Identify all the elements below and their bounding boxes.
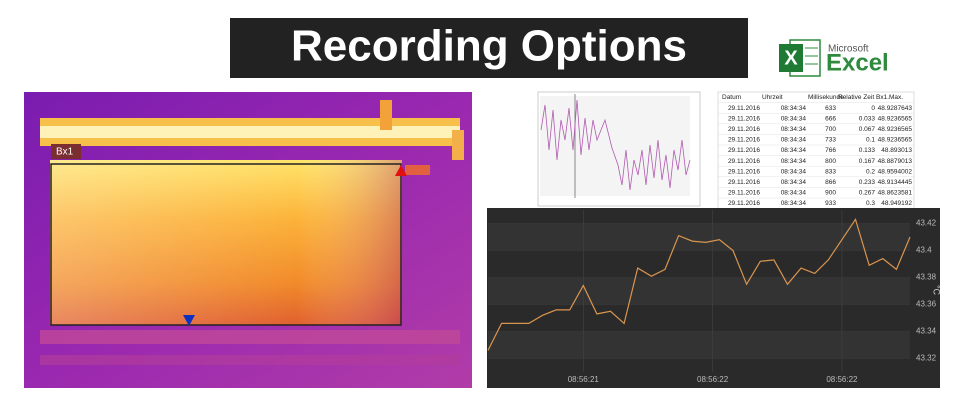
cell: 48.949192 — [881, 200, 912, 207]
cell: 48.9236565 — [878, 115, 913, 122]
preview-chart — [537, 91, 701, 207]
cell: 0.1 — [866, 137, 875, 144]
cell: 48.9287643 — [878, 105, 913, 112]
cell: 48.8879013 — [878, 158, 913, 165]
cell: 08:34:34 — [781, 190, 807, 197]
cell: 700 — [825, 126, 836, 133]
cell: 48.893013 — [881, 147, 912, 154]
y-tick-label: 43.4 — [916, 246, 932, 255]
y-tick-label: 43.32 — [916, 354, 937, 363]
cell: 0.2 — [866, 168, 875, 175]
excel-logo: X Microsoft Excel — [779, 39, 889, 77]
cell: 29.11.2016 — [728, 158, 760, 165]
cell: 29.11.2016 — [728, 137, 760, 144]
cell: 29.11.2016 — [728, 200, 760, 207]
box-label: Bx1 — [56, 147, 74, 158]
cell: 733 — [825, 137, 836, 144]
cell: 29.11.2016 — [728, 190, 760, 197]
cell: 48.9236565 — [878, 137, 913, 144]
svg-text:X: X — [784, 47, 798, 69]
cell: 0.267 — [859, 190, 876, 197]
x-tick-label: 08:56:21 — [568, 375, 600, 384]
cell: 29.11.2016 — [728, 115, 760, 122]
cell: 633 — [825, 105, 836, 112]
column-header: Bx1.Max. — [876, 94, 903, 101]
data-line — [487, 218, 911, 351]
cell: 800 — [825, 158, 836, 165]
cell: 48.8623581 — [878, 190, 913, 197]
cell: 833 — [825, 168, 836, 175]
cell: 666 — [825, 115, 836, 122]
y-tick-label: 43.36 — [916, 300, 937, 309]
cell: 08:34:34 — [781, 158, 807, 165]
cell: 0.067 — [859, 126, 876, 133]
cell: 29.11.2016 — [728, 105, 760, 112]
cell: 48.9134445 — [878, 179, 913, 186]
cell: 900 — [825, 190, 836, 197]
table-bg — [717, 91, 915, 211]
cell: 29.11.2016 — [728, 179, 760, 186]
column-header: Relative Zeit — [838, 94, 874, 101]
column-header: Datum — [722, 94, 741, 101]
title-box — [230, 18, 748, 78]
cell: 08:34:34 — [781, 105, 807, 112]
title: Recording Options — [291, 22, 687, 71]
cell: 48.9236565 — [878, 126, 913, 133]
logo-brand: Microsoft — [828, 44, 869, 55]
x-tick-label: 08:56:22 — [697, 375, 729, 384]
y-tick-label: 43.42 — [916, 219, 937, 228]
cell: 866 — [825, 179, 836, 186]
y-tick-label: 43.38 — [916, 273, 937, 282]
cell: 0 — [871, 105, 875, 112]
logo-product: Excel — [826, 49, 889, 76]
cell: 08:34:34 — [781, 137, 807, 144]
cell: 29.11.2016 — [728, 168, 760, 175]
column-header: Uhrzeit — [762, 94, 783, 101]
cell: 48.9594002 — [878, 168, 913, 175]
cell: 933 — [825, 200, 836, 207]
line-chart: 43.32 43.34 43.36 43.38 43.4 43.42 08:56:21 08:… — [487, 210, 942, 384]
cell: 0.133 — [859, 147, 876, 154]
cell: 0.3 — [866, 200, 875, 207]
y-axis-label: °C — [932, 285, 942, 296]
cell: 08:34:34 — [781, 200, 807, 207]
cell: 29.11.2016 — [728, 147, 760, 154]
cell: 08:34:34 — [781, 179, 807, 186]
cell: 08:34:34 — [781, 147, 807, 154]
cell: 0.167 — [859, 158, 876, 165]
band — [488, 331, 910, 359]
cell: 08:34:34 — [781, 168, 807, 175]
cell: 766 — [825, 147, 836, 154]
band — [488, 277, 910, 305]
cell: 0.033 — [859, 115, 876, 122]
band — [488, 223, 910, 251]
column-header: Millisekunde — [808, 94, 844, 101]
cell: 0.233 — [859, 179, 876, 186]
thermal-image: Bx1 — [24, 92, 472, 388]
cell: 08:34:34 — [781, 126, 807, 133]
y-tick-label: 43.34 — [916, 327, 937, 336]
x-tick-label: 08:56:22 — [826, 375, 858, 384]
cell: 29.11.2016 — [728, 126, 760, 133]
cell: 08:34:34 — [781, 115, 807, 122]
